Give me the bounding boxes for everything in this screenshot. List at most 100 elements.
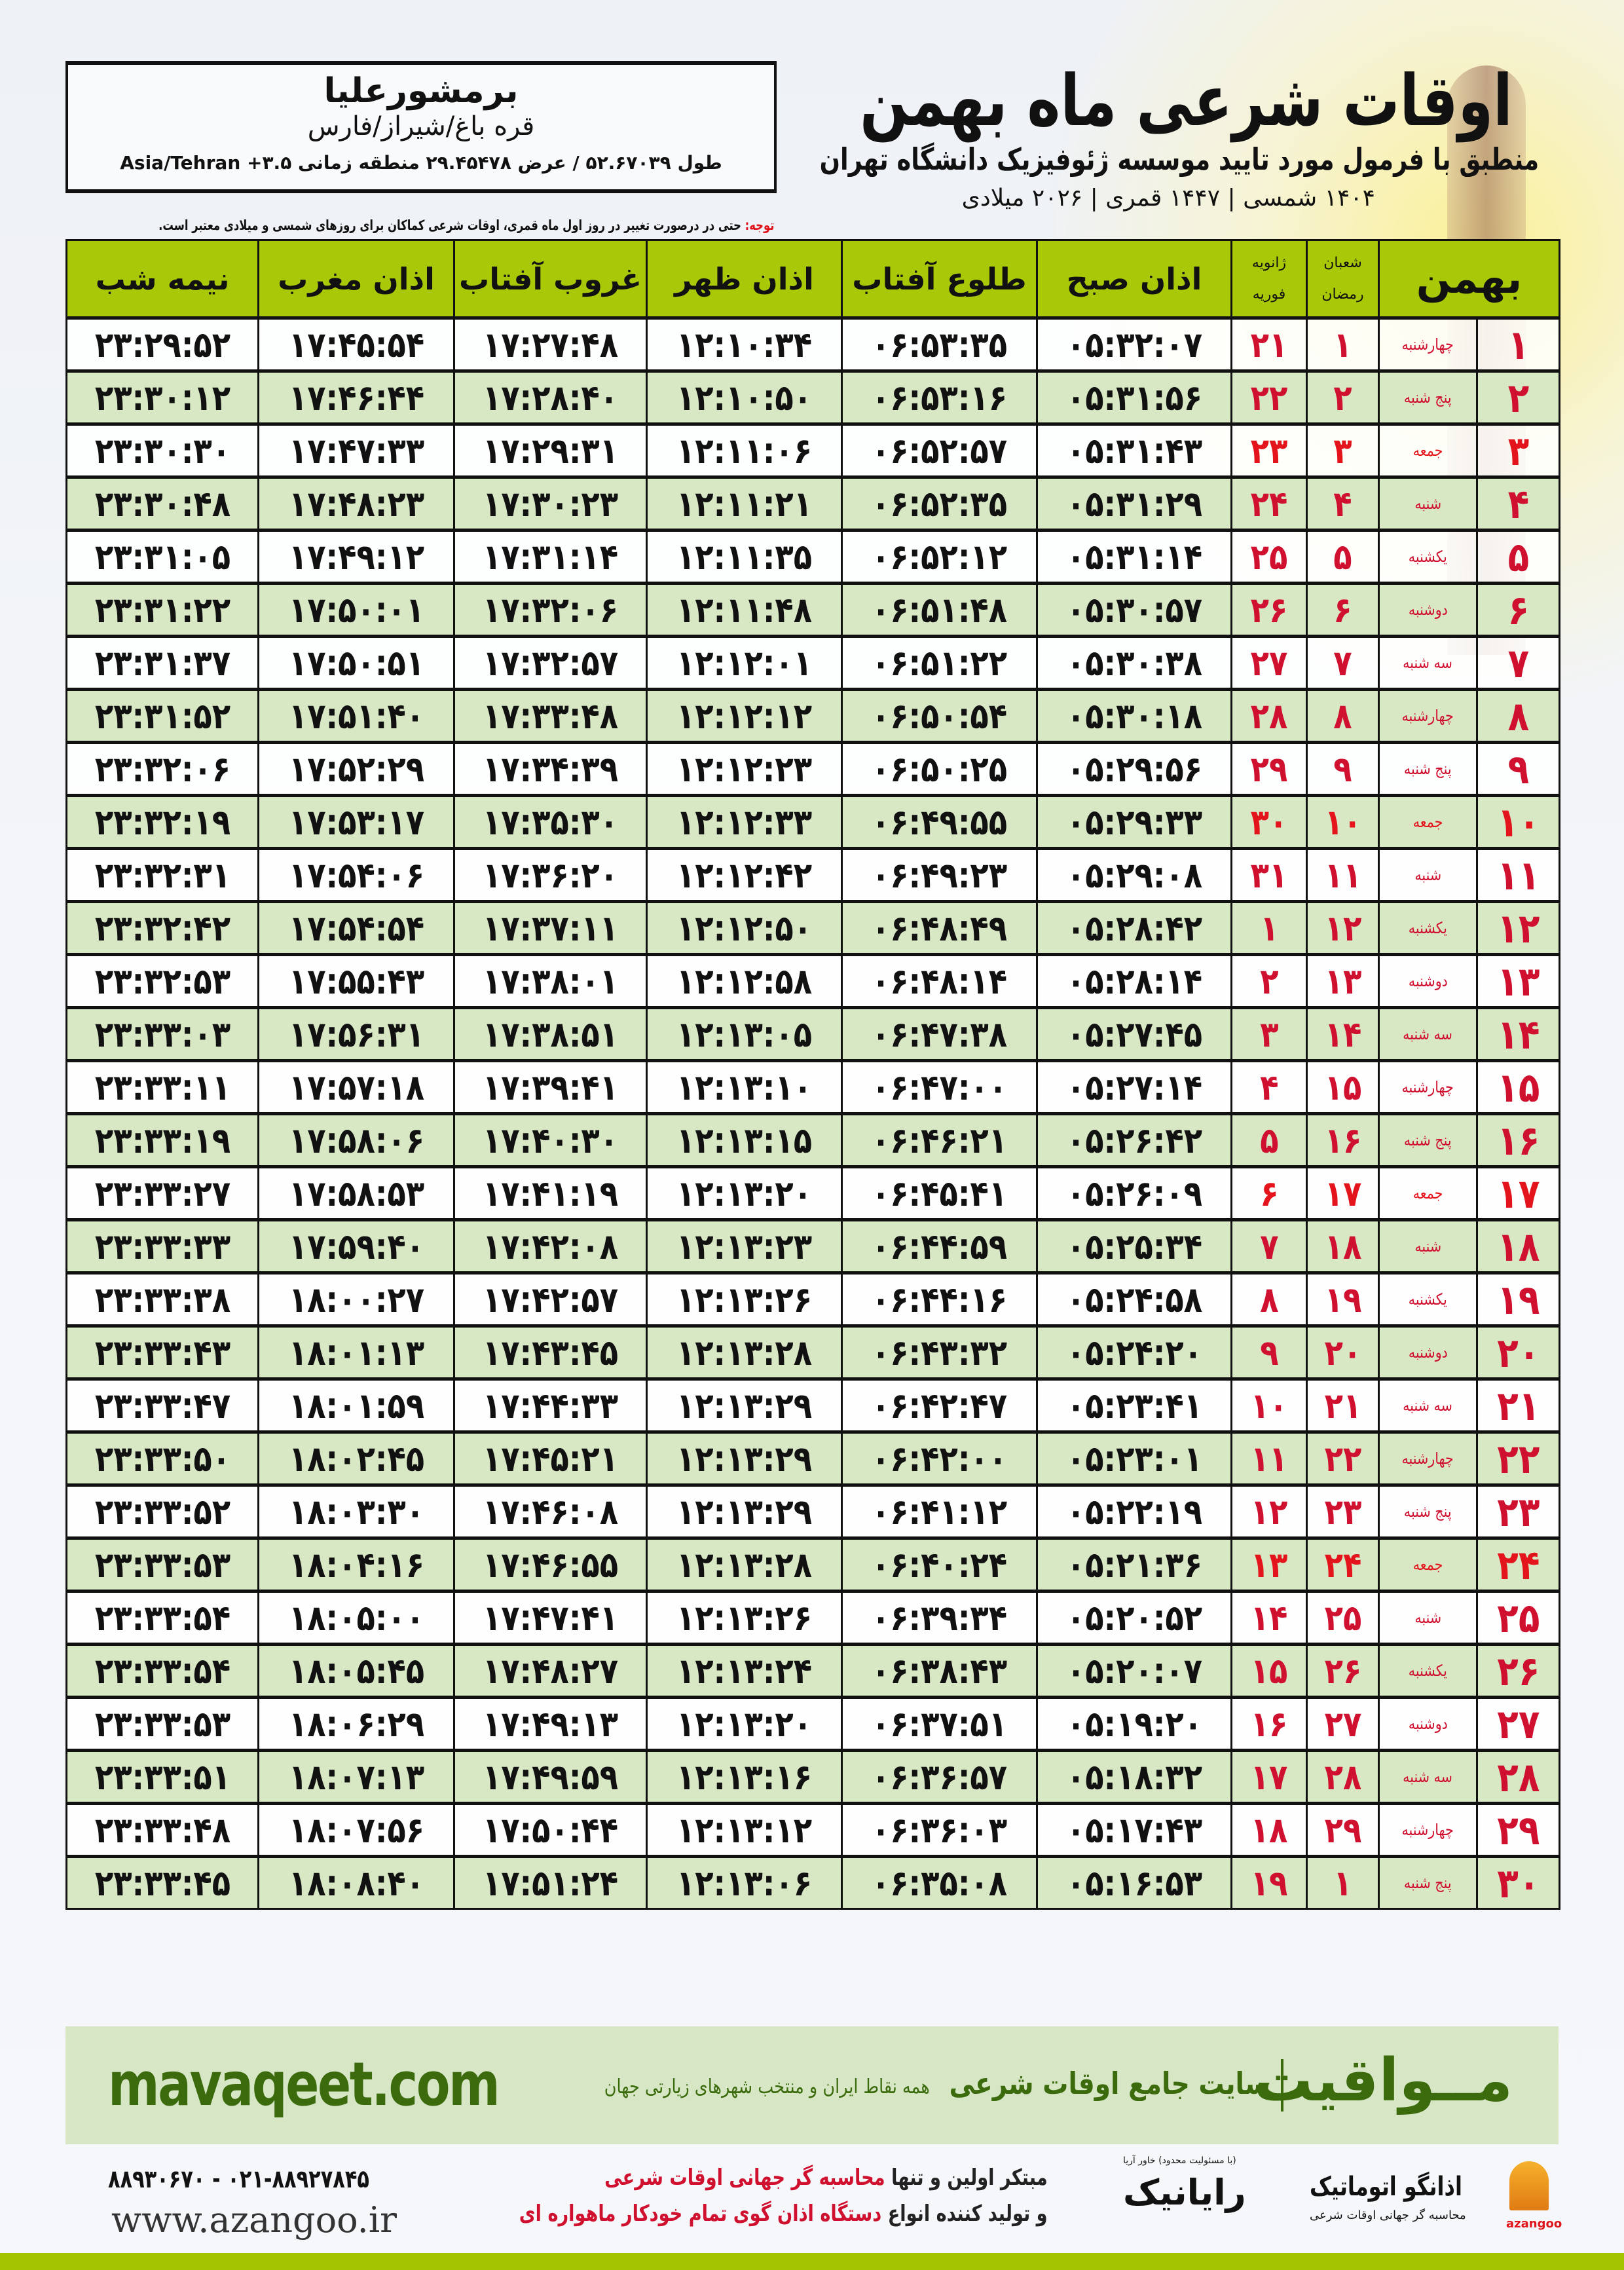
day-value: ۱۵ (1496, 1063, 1540, 1111)
weekday-value: سه شنبه (1403, 1396, 1453, 1415)
weekday-value: سه شنبه (1403, 1768, 1453, 1786)
gregorian-day-value: ۲۶ (1250, 589, 1288, 631)
midnight-time-cell: ۲۳:۳۱:۳۷ (65, 635, 259, 690)
dhuhr-time-cell: ۱۲:۱۰:۳۴ (646, 316, 843, 372)
dhuhr-time-cell: ۱۲:۱۳:۱۵ (646, 1112, 843, 1168)
table-row: ۱۹ یکشنبه ۱۹ ۸ ۰۵:۲۴:۵۸ ۰۶:۴۴:۱۶ ۱۲:۱۳:۲۶ ۱۷:۴۲… (65, 1271, 1561, 1327)
dhuhr-time-value: ۱۲:۱۳:۲۰ (676, 1703, 813, 1745)
location-box: برمشورعلیا قره باغ/شیراز/فارس طول ۵۲.۶۷۰… (65, 61, 777, 193)
fajr-time-value: ۰۵:۲۶:۴۲ (1066, 1119, 1202, 1161)
dhuhr-time-value: ۱۲:۱۲:۵۸ (676, 960, 813, 1002)
gregorian-day-cell: ۴ (1230, 1059, 1308, 1115)
dhuhr-time-cell: ۱۲:۱۱:۲۱ (646, 475, 843, 531)
dhuhr-time-cell: ۱۲:۱۳:۲۰ (646, 1165, 843, 1221)
sunset-time-cell: ۱۷:۳۲:۰۶ (453, 582, 648, 637)
dhuhr-time-cell: ۱۲:۱۲:۵۰ (646, 900, 843, 956)
maghrib-time-cell: ۱۸:۰۴:۱۶ (257, 1536, 455, 1592)
sunset-time-value: ۱۷:۳۵:۳۰ (482, 801, 619, 843)
day-value: ۷ (1507, 639, 1529, 687)
sunset-time-cell: ۱۷:۳۵:۳۰ (453, 794, 648, 849)
midnight-time-value: ۲۳:۳۳:۳۸ (94, 1278, 231, 1320)
day-cell: ۱۹ (1476, 1271, 1561, 1327)
sunrise-time-value: ۰۶:۴۳:۳۲ (871, 1331, 1008, 1373)
sunset-time-value: ۱۷:۳۱:۱۴ (482, 536, 619, 578)
fajr-time-value: ۰۵:۲۶:۰۹ (1066, 1172, 1202, 1214)
hijri-day-value: ۱۱ (1324, 854, 1361, 896)
fajr-time-value: ۰۵:۳۲:۰۷ (1066, 324, 1202, 365)
midnight-time-cell: ۲۳:۳۱:۲۲ (65, 582, 259, 637)
fajr-time-value: ۰۵:۳۰:۱۸ (1066, 695, 1202, 737)
sunrise-time-cell: ۰۶:۵۲:۳۵ (841, 475, 1038, 531)
dhuhr-time-cell: ۱۲:۱۳:۱۲ (646, 1802, 843, 1857)
weekday-value: پنج شنبه (1404, 1874, 1452, 1892)
maghrib-time-value: ۱۸:۰۴:۱۶ (288, 1544, 424, 1586)
midnight-time-cell: ۲۳:۳۳:۳۸ (65, 1271, 259, 1327)
maghrib-time-value: ۱۷:۵۴:۰۶ (288, 854, 424, 896)
weekday-value: چهارشنبه (1401, 335, 1454, 354)
sunrise-time-cell: ۰۶:۴۲:۰۰ (841, 1430, 1038, 1486)
sunset-time-value: ۱۷:۲۹:۳۱ (482, 430, 619, 472)
hijri-day-cell: ۲۵ (1306, 1590, 1380, 1645)
hijri-day-value: ۲۴ (1324, 1544, 1361, 1586)
weekday-cell: چهارشنبه (1377, 316, 1479, 372)
midnight-time-value: ۲۳:۳۳:۵۳ (94, 1703, 231, 1745)
dhuhr-time-value: ۱۲:۱۳:۲۶ (676, 1597, 813, 1639)
day-value: ۱۶ (1496, 1116, 1540, 1164)
midnight-time-value: ۲۳:۳۱:۳۷ (94, 642, 231, 684)
header-sunset: غروب آفتاب (453, 239, 648, 319)
midnight-time-cell: ۲۳:۳۲:۰۶ (65, 741, 259, 796)
day-cell: ۷ (1476, 635, 1561, 690)
maghrib-time-value: ۱۷:۵۴:۵۴ (288, 907, 424, 949)
hijri-day-value: ۱۳ (1324, 960, 1361, 1002)
sunrise-time-cell: ۰۶:۴۲:۴۷ (841, 1377, 1038, 1433)
fajr-time-cell: ۰۵:۳۰:۵۷ (1036, 582, 1232, 637)
fajr-time-cell: ۰۵:۲۸:۱۴ (1036, 953, 1232, 1009)
day-value: ۱۴ (1496, 1010, 1540, 1058)
sunrise-time-value: ۰۶:۴۹:۵۵ (871, 801, 1008, 843)
weekday-value: پنج شنبه (1404, 1502, 1452, 1521)
sunset-time-cell: ۱۷:۳۱:۱۴ (453, 529, 648, 584)
dhuhr-time-value: ۱۲:۱۰:۳۴ (676, 324, 813, 365)
gregorian-day-cell: ۵ (1230, 1112, 1308, 1168)
maghrib-time-value: ۱۷:۴۷:۳۳ (288, 430, 424, 472)
hijri-day-value: ۲۷ (1324, 1703, 1361, 1745)
mavaqeet-url[interactable]: mavaqeet.com (108, 2049, 500, 2119)
notice: توجه: حتی در درصورت تغییر در روز اول ماه… (158, 215, 774, 235)
gregorian-day-cell: ۸ (1230, 1271, 1308, 1327)
footer-website[interactable]: www.azangoo.ir (111, 2199, 397, 2241)
day-cell: ۱۷ (1476, 1165, 1561, 1221)
midnight-time-cell: ۲۳:۳۳:۵۳ (65, 1696, 259, 1751)
azangoo-subtitle: محاسبه گر جهانی اوقات شرعی (1310, 2208, 1466, 2222)
table-row: ۱ چهارشنبه ۱ ۲۱ ۰۵:۳۲:۰۷ ۰۶:۵۳:۳۵ ۱۲:۱۰:۳۴ ۱۷:۲… (65, 316, 1561, 372)
sunset-time-cell: ۱۷:۳۸:۵۱ (453, 1006, 648, 1062)
sunset-time-value: ۱۷:۳۲:۰۶ (482, 589, 619, 631)
dhuhr-time-value: ۱۲:۱۲:۰۱ (676, 642, 813, 684)
weekday-value: دوشنبه (1408, 1715, 1448, 1733)
maghrib-time-cell: ۱۸:۰۷:۵۶ (257, 1802, 455, 1857)
table-row: ۲۳ پنج شنبه ۲۳ ۱۲ ۰۵:۲۲:۱۹ ۰۶:۴۱:۱۲ ۱۲:۱۳:۲۹ ۱۷… (65, 1483, 1561, 1539)
day-cell: ۲۲ (1476, 1430, 1561, 1486)
sunset-time-cell: ۱۷:۴۰:۳۰ (453, 1112, 648, 1168)
weekday-cell: چهارشنبه (1377, 1430, 1479, 1486)
sunrise-time-value: ۰۶:۵۲:۵۷ (871, 430, 1008, 472)
midnight-time-cell: ۲۳:۳۳:۴۳ (65, 1324, 259, 1380)
maghrib-time-cell: ۱۸:۰۵:۴۵ (257, 1643, 455, 1698)
dhuhr-time-cell: ۱۲:۱۳:۲۹ (646, 1430, 843, 1486)
footer-phone: ۰۲۱-۸۸۹۲۷۸۴۵ - ۸۸۹۳۰۶۷۰ (108, 2165, 369, 2193)
table-row: ۷ سه شنبه ۷ ۲۷ ۰۵:۳۰:۳۸ ۰۶:۵۱:۲۲ ۱۲:۱۲:۰۱ ۱۷:۳۲… (65, 635, 1561, 690)
day-cell: ۵ (1476, 529, 1561, 584)
weekday-cell: پنج شنبه (1377, 369, 1479, 425)
maghrib-time-value: ۱۷:۵۳:۱۷ (288, 801, 424, 843)
fajr-time-value: ۰۵:۳۰:۳۸ (1066, 642, 1202, 684)
day-cell: ۸ (1476, 688, 1561, 743)
fajr-time-cell: ۰۵:۳۱:۲۹ (1036, 475, 1232, 531)
sunset-time-cell: ۱۷:۴۲:۵۷ (453, 1271, 648, 1327)
gregorian-day-value: ۲۲ (1250, 377, 1288, 419)
midnight-time-cell: ۲۳:۳۳:۲۷ (65, 1165, 259, 1221)
dhuhr-time-value: ۱۲:۱۳:۲۶ (676, 1278, 813, 1320)
maghrib-time-value: ۱۸:۰۶:۲۹ (288, 1703, 424, 1745)
dhuhr-time-cell: ۱۲:۱۳:۱۶ (646, 1749, 843, 1804)
fajr-time-value: ۰۵:۳۱:۱۴ (1066, 536, 1202, 578)
maghrib-time-cell: ۱۸:۰۶:۲۹ (257, 1696, 455, 1751)
maghrib-time-value: ۱۸:۰۵:۰۰ (288, 1597, 424, 1639)
